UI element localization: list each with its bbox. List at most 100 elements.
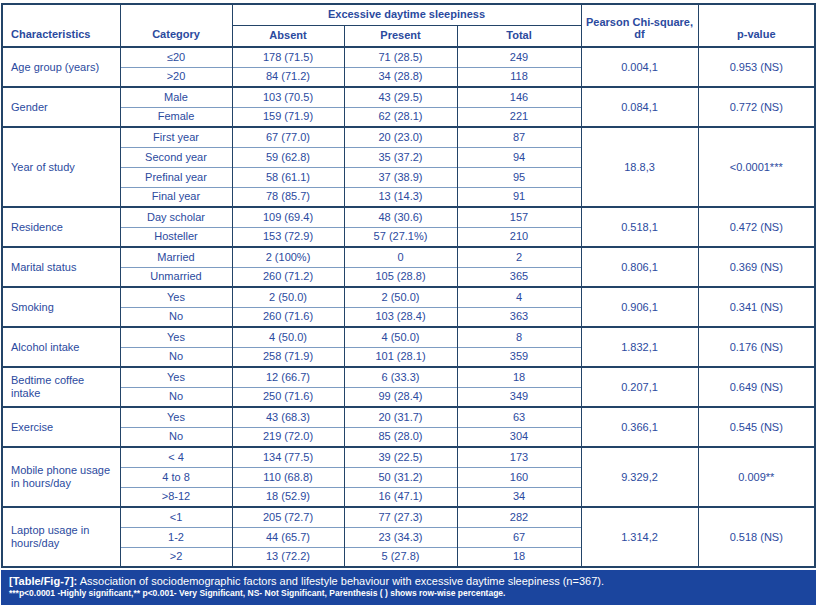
category-cell: Prefinal year	[120, 167, 232, 187]
absent-cell: 219 (72.0)	[232, 427, 344, 447]
table-row: SmokingYes2 (50.0)2 (50.0)40.906,10.341 …	[2, 287, 815, 307]
absent-cell: 18 (52.9)	[232, 487, 344, 507]
total-cell: 249	[457, 47, 581, 67]
category-cell: ≤20	[120, 47, 232, 67]
total-cell: 2	[457, 247, 581, 267]
present-cell: 62 (28.1)	[344, 107, 457, 127]
p-value-cell: <0.0001***	[698, 127, 815, 207]
p-value-cell: 0.953 (NS)	[698, 47, 815, 87]
category-cell: No	[120, 347, 232, 367]
chi-square-cell: 0.004,1	[581, 47, 698, 87]
absent-cell: 109 (69.4)	[232, 207, 344, 227]
total-cell: 18	[457, 367, 581, 387]
category-cell: 4 to 8	[120, 467, 232, 487]
table-row: Mobile phone usage in hours/day< 4134 (7…	[2, 447, 815, 467]
absent-cell: 2 (50.0)	[232, 287, 344, 307]
characteristic-cell: Residence	[2, 207, 120, 247]
category-cell: No	[120, 387, 232, 407]
total-cell: 118	[457, 67, 581, 87]
characteristic-cell: Gender	[2, 87, 120, 127]
total-cell: 359	[457, 347, 581, 367]
total-cell: 146	[457, 87, 581, 107]
chi-square-cell: 0.207,1	[581, 367, 698, 407]
total-cell: 282	[457, 507, 581, 527]
present-cell: 4 (50.0)	[344, 327, 457, 347]
absent-cell: 13 (72.2)	[232, 547, 344, 567]
p-value-cell: 0.369 (NS)	[698, 247, 815, 287]
chi-square-cell: 0.906,1	[581, 287, 698, 327]
absent-cell: 84 (71.2)	[232, 67, 344, 87]
p-value-cell: 0.545 (NS)	[698, 407, 815, 447]
category-cell: Female	[120, 107, 232, 127]
total-cell: 94	[457, 147, 581, 167]
present-cell: 20 (23.0)	[344, 127, 457, 147]
table-row: GenderMale103 (70.5)43 (29.5)1460.084,10…	[2, 87, 815, 107]
table-fig-7: Characteristics Category Excessive dayti…	[1, 3, 816, 568]
characteristic-cell: Marital status	[2, 247, 120, 287]
table-caption-text: Association of sociodemographic factors …	[80, 575, 604, 587]
chi-square-cell: 0.366,1	[581, 407, 698, 447]
chi-square-cell: 1.314,2	[581, 507, 698, 567]
present-cell: 50 (31.2)	[344, 467, 457, 487]
present-cell: 0	[344, 247, 457, 267]
absent-cell: 205 (72.7)	[232, 507, 344, 527]
absent-cell: 153 (72.9)	[232, 227, 344, 247]
category-cell: No	[120, 307, 232, 327]
present-cell: 5 (27.8)	[344, 547, 457, 567]
table-row: ExerciseYes43 (68.3)20 (31.7)630.366,10.…	[2, 407, 815, 427]
category-cell: Married	[120, 247, 232, 267]
present-cell: 6 (33.3)	[344, 367, 457, 387]
present-cell: 34 (28.8)	[344, 67, 457, 87]
category-cell: Second year	[120, 147, 232, 167]
characteristic-cell: Mobile phone usage in hours/day	[2, 447, 120, 507]
absent-cell: 58 (61.1)	[232, 167, 344, 187]
present-cell: 77 (27.3)	[344, 507, 457, 527]
total-cell: 63	[457, 407, 581, 427]
table-row: Age group (years)≤20178 (71.5)71 (28.5)2…	[2, 47, 815, 67]
chi-square-cell: 0.518,1	[581, 207, 698, 247]
chi-square-cell: 0.084,1	[581, 87, 698, 127]
col-header-total: Total	[457, 25, 581, 47]
category-cell: Yes	[120, 287, 232, 307]
col-header-pearson-chi-square-df: Pearson Chi-square, df	[581, 4, 698, 47]
col-header-p-value: p-value	[698, 4, 815, 47]
present-cell: 23 (34.3)	[344, 527, 457, 547]
absent-cell: 2 (100%)	[232, 247, 344, 267]
table-row: ResidenceDay scholar109 (69.4)48 (30.6)1…	[2, 207, 815, 227]
table-figure: Characteristics Category Excessive dayti…	[0, 0, 817, 605]
chi-square-cell: 0.806,1	[581, 247, 698, 287]
col-header-absent: Absent	[232, 25, 344, 47]
category-cell: Hosteller	[120, 227, 232, 247]
total-cell: 210	[457, 227, 581, 247]
category-cell: >2	[120, 547, 232, 567]
category-cell: No	[120, 427, 232, 447]
present-cell: 43 (29.5)	[344, 87, 457, 107]
present-cell: 2 (50.0)	[344, 287, 457, 307]
present-cell: 20 (31.7)	[344, 407, 457, 427]
table-footnote: ***p<0.0001 -Highly significant,** p<0.0…	[9, 588, 808, 600]
absent-cell: 59 (62.8)	[232, 147, 344, 167]
absent-cell: 43 (68.3)	[232, 407, 344, 427]
table-caption: [Table/Fig-7]: Association of sociodemog…	[9, 574, 808, 588]
absent-cell: 134 (77.5)	[232, 447, 344, 467]
total-cell: 173	[457, 447, 581, 467]
col-header-excessive-daytime-sleepiness: Excessive daytime sleepiness	[232, 4, 581, 25]
total-cell: 304	[457, 427, 581, 447]
category-cell: Final year	[120, 187, 232, 207]
category-cell: >8-12	[120, 487, 232, 507]
category-cell: 1-2	[120, 527, 232, 547]
absent-cell: 250 (71.6)	[232, 387, 344, 407]
category-cell: Yes	[120, 407, 232, 427]
p-value-cell: 0.341 (NS)	[698, 287, 815, 327]
absent-cell: 44 (65.7)	[232, 527, 344, 547]
characteristic-cell: Year of study	[2, 127, 120, 207]
absent-cell: 67 (77.0)	[232, 127, 344, 147]
table-row: Marital statusMarried2 (100%)020.806,10.…	[2, 247, 815, 267]
present-cell: 99 (28.4)	[344, 387, 457, 407]
category-cell: Yes	[120, 367, 232, 387]
total-cell: 157	[457, 207, 581, 227]
absent-cell: 103 (70.5)	[232, 87, 344, 107]
total-cell: 87	[457, 127, 581, 147]
total-cell: 221	[457, 107, 581, 127]
present-cell: 16 (47.1)	[344, 487, 457, 507]
